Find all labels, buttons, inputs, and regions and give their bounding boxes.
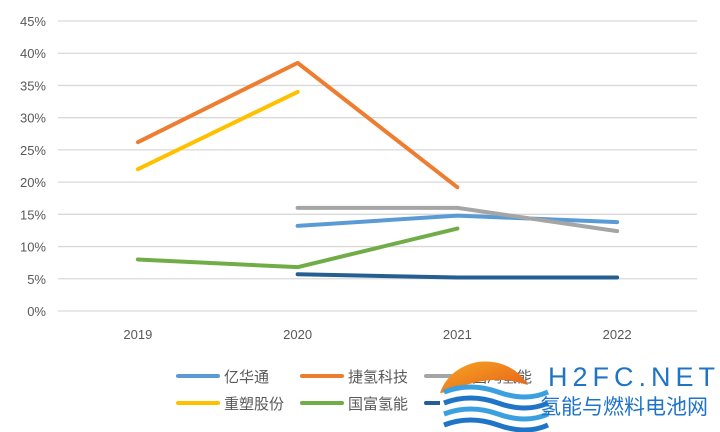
watermark-text: H2FC.NET <box>548 362 720 392</box>
series-line-2 <box>295 205 620 234</box>
series-line-4 <box>135 226 460 270</box>
legend-label: 重塑股份 <box>224 395 284 413</box>
legend-label: 亿华通 <box>224 368 269 386</box>
x-tick-label: 2022 <box>603 327 632 342</box>
legend-label: 国富氢能 <box>348 395 408 413</box>
wave-icon <box>443 395 550 411</box>
wave-icon <box>443 384 550 400</box>
x-tick-label: 2019 <box>123 327 152 342</box>
y-tick-label: 30% <box>20 111 46 126</box>
legend-label: 捷氢科技 <box>348 368 408 386</box>
y-tick-label: 35% <box>20 78 46 93</box>
y-tick-label: 15% <box>20 207 46 222</box>
series-line-1 <box>135 60 460 190</box>
watermark-subtitle: 氢能与燃料电池网 <box>540 395 708 419</box>
y-tick-label: 5% <box>27 272 46 287</box>
y-tick-label: 10% <box>20 240 46 255</box>
x-tick-label: 2020 <box>283 327 312 342</box>
series-line-5 <box>295 272 620 280</box>
y-tick-label: 20% <box>20 175 46 190</box>
y-tick-label: 45% <box>20 14 46 29</box>
watermark-logo: H2FC.NET 氢能与燃料电池网 <box>440 361 720 432</box>
y-tick-label: 40% <box>20 46 46 61</box>
series-line-0 <box>295 213 620 228</box>
y-tick-label: 25% <box>20 143 46 158</box>
series-line-3 <box>135 89 300 172</box>
wave-icon <box>443 406 550 422</box>
y-tick-label: 0% <box>27 304 46 319</box>
x-tick-label: 2021 <box>443 327 472 342</box>
wave-icon <box>443 417 550 432</box>
